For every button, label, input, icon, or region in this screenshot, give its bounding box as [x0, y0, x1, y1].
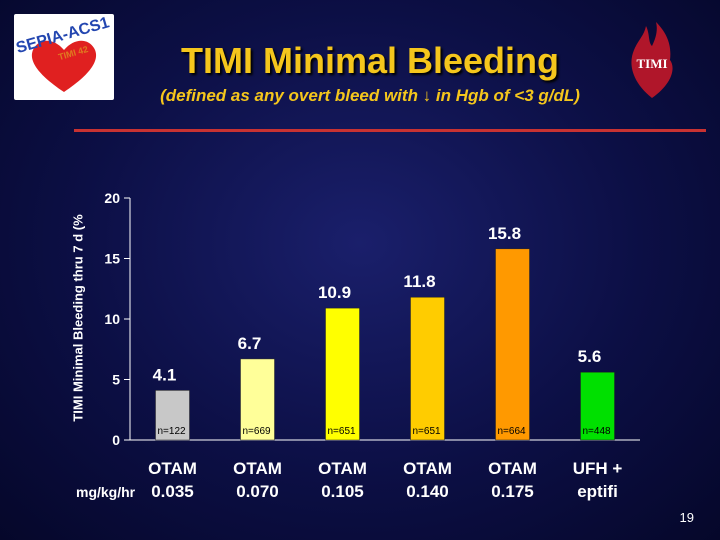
heart-icon: [31, 40, 97, 92]
title-divider: [74, 129, 706, 132]
timi-logo: TIMI: [626, 18, 678, 102]
x-category-label-line2: 0.105: [321, 482, 364, 501]
bar-n-label: n=651: [328, 426, 357, 437]
x-category-label-line1: OTAM: [233, 459, 282, 478]
x-category-label-line1: UFH +: [573, 459, 623, 478]
flame-heart-icon: [631, 22, 673, 98]
data-label: 5.6: [578, 347, 602, 366]
sepia-acs1-logo: SEPIA-ACS1 TIMI 42: [14, 14, 114, 100]
x-category-label-line1: OTAM: [403, 459, 452, 478]
x-category-label-line1: OTAM: [318, 459, 367, 478]
slide-subtitle: (defined as any overt bleed with ↓ in Hg…: [160, 86, 580, 105]
y-tick-label: 0: [112, 432, 120, 448]
data-label: 11.8: [403, 272, 435, 291]
x-category-label-line2: 0.035: [151, 482, 194, 501]
bar-n-label: n=448: [583, 426, 612, 437]
y-tick-label: 10: [104, 311, 120, 327]
bar: [495, 248, 530, 441]
bar-n-label: n=664: [498, 426, 527, 437]
x-category-label-line1: OTAM: [488, 459, 537, 478]
bar: [580, 371, 615, 441]
bar: [325, 307, 360, 441]
bar-n-label: n=669: [243, 426, 272, 437]
slide-title: TIMI Minimal Bleeding: [180, 40, 560, 81]
x-category-label-line1: OTAM: [148, 459, 197, 478]
bar: [155, 390, 190, 441]
x-category-label-line2: 0.070: [236, 482, 279, 501]
bar: [410, 296, 445, 441]
x-category-label-line2: eptifi: [577, 482, 618, 501]
data-label: 10.9: [318, 283, 351, 302]
bar-n-label: n=651: [413, 426, 442, 437]
data-label: 15.8: [488, 224, 521, 243]
dose-unit-label: mg/kg/hr: [76, 484, 136, 500]
y-tick-label: 5: [112, 372, 120, 388]
bar: [240, 358, 275, 441]
data-label: 4.1: [153, 365, 177, 384]
bar-n-label: n=122: [158, 426, 187, 437]
timi-logo-text: TIMI: [636, 56, 667, 71]
slide-number: 19: [679, 510, 694, 525]
data-label: 6.7: [238, 334, 262, 353]
y-tick-label: 15: [104, 251, 120, 267]
y-tick-label: 20: [104, 190, 120, 206]
x-category-label-line2: 0.140: [406, 482, 449, 501]
x-category-label-line2: 0.175: [491, 482, 534, 501]
